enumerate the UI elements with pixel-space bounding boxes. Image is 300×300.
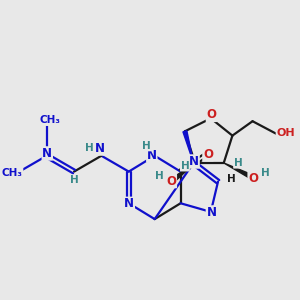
Text: N: N xyxy=(42,147,52,160)
Text: H: H xyxy=(70,175,78,185)
Text: N: N xyxy=(189,155,199,168)
Text: N: N xyxy=(206,206,216,219)
Text: N: N xyxy=(124,197,134,210)
Text: H: H xyxy=(154,171,164,181)
Text: OH: OH xyxy=(276,128,295,138)
Text: H: H xyxy=(85,143,94,153)
Text: CH₃: CH₃ xyxy=(39,115,60,125)
Text: O: O xyxy=(203,148,213,161)
Text: N: N xyxy=(95,142,105,155)
Text: O: O xyxy=(167,175,176,188)
Polygon shape xyxy=(183,131,194,163)
Text: O: O xyxy=(248,172,258,185)
Text: H: H xyxy=(142,141,151,151)
Text: N: N xyxy=(147,149,157,162)
Text: H: H xyxy=(234,158,242,168)
Text: H: H xyxy=(261,168,270,178)
Polygon shape xyxy=(174,163,195,180)
Text: H: H xyxy=(226,174,235,184)
Text: H: H xyxy=(181,161,189,171)
Text: CH₃: CH₃ xyxy=(2,168,23,178)
Text: O: O xyxy=(206,108,216,122)
Polygon shape xyxy=(224,163,250,178)
